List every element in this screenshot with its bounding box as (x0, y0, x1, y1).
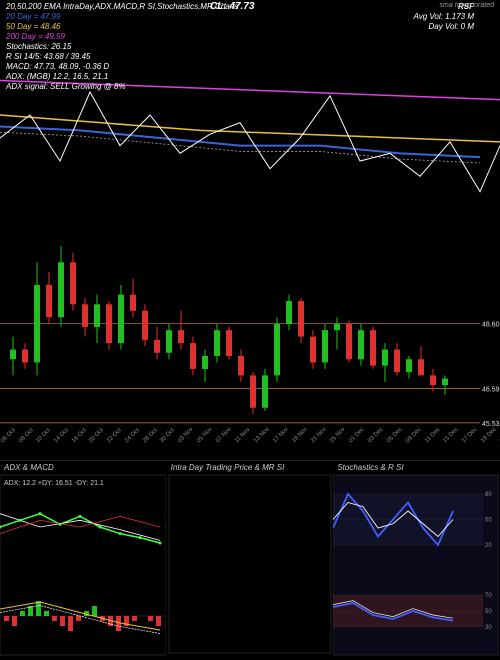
svg-text:70: 70 (485, 593, 492, 599)
svg-text:20: 20 (485, 543, 492, 549)
company-name: sma Incorporated (440, 2, 494, 9)
intraday-panel: Intra Day Trading Price & MR SI (167, 460, 334, 660)
stoch-panel-title: Stochastics & R SI (337, 463, 403, 472)
chart-header: 20,50,200 EMA IntraDay,ADX,MACD,R SI,Sto… (0, 0, 500, 94)
intra-panel-title: Intra Day Trading Price & MR SI (171, 463, 285, 472)
svg-text:30: 30 (485, 625, 492, 631)
title-line: 20,50,200 EMA IntraDay,ADX,MACD,R SI,Sto… (6, 2, 239, 12)
stoch-chart: 20 50 80 30 50 70 (333, 461, 499, 656)
ema20-label: 20 Day = 47.99 (6, 12, 239, 22)
svg-text:50: 50 (485, 518, 492, 524)
adx-panel-title: ADX & MACD (4, 463, 54, 472)
svg-text:45.53: 45.53 (482, 421, 500, 428)
close-label: CL: 47.73 (210, 2, 254, 12)
svg-text:ADX: 12.2 +DY: 16.51 -DY: 21.1: ADX: 12.2 +DY: 16.51 -DY: 21.1 (4, 480, 104, 487)
date-axis: 06 Oct08 Oct10 Oct14 Oct16 Oct20 Oct22 O… (0, 440, 500, 460)
candlestick-chart: 48.60 46.59 45.53 (0, 230, 500, 440)
svg-text:48.60: 48.60 (482, 322, 500, 329)
adx-chart: ADX: 12.2 +DY: 16.51 -DY: 21.1 (0, 461, 166, 656)
stochastics-panel: Stochastics & R SI 20 50 80 30 50 70 (333, 460, 500, 660)
stoch-label: Stochastics: 26.15 (6, 42, 239, 52)
adx-macd-panel: ADX & MACD ADX: 12.2 +DY: 16.51 -DY: 21.… (0, 460, 167, 660)
svg-text:80: 80 (485, 492, 492, 498)
svg-text:50: 50 (485, 609, 492, 615)
svg-text:46.59: 46.59 (482, 387, 500, 394)
intraday-chart (167, 461, 333, 656)
avg-vol: Avg Vol: 1.173 M (414, 12, 474, 22)
macd-label: MACD: 47.73, 48.09, -0.36 D (6, 62, 239, 72)
adx-label: ADX: (MGB) 12.2, 16.5, 21.1 (6, 72, 239, 82)
ema200-label: 200 Day = 49.59 (6, 32, 239, 42)
header-left: 20,50,200 EMA IntraDay,ADX,MACD,R SI,Sto… (6, 2, 239, 92)
day-vol: Day Vol: 0 M (414, 22, 474, 32)
indicator-panels: ADX & MACD ADX: 12.2 +DY: 16.51 -DY: 21.… (0, 460, 500, 660)
ema50-label: 50 Day = 48.46 (6, 22, 239, 32)
header-right: RSF Avg Vol: 1.173 M Day Vol: 0 M (414, 2, 494, 92)
rsi-label: R SI 14/5: 43.68 / 39.45 (6, 52, 239, 62)
adx-signal: ADX signal: SELL Growing @ 8% (6, 82, 239, 92)
